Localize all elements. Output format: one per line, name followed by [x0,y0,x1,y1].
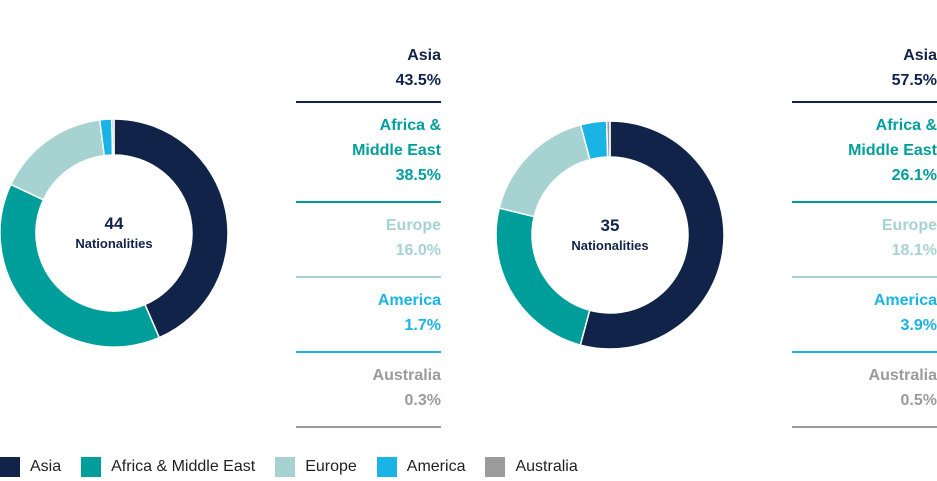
legend-swatch [81,457,102,477]
breakdown-label: Asia [903,47,937,64]
breakdown-label: America [377,292,441,309]
breakdown-value: 38.5% [395,167,441,184]
breakdown-label: Europe [881,217,937,234]
breakdown-value: 0.5% [900,392,937,409]
legend-item-asia: Asia [0,457,61,477]
breakdown-label: Africa & [875,117,937,134]
breakdown-value: 1.7% [404,317,441,334]
breakdown-value: 16.0% [395,242,441,259]
breakdown-australia: Australia 0.3% [296,353,441,428]
breakdown-label: America [873,292,937,309]
breakdown-africa-and-middle-east: Africa & Middle East 26.1% [792,103,937,203]
legend-swatch [275,457,296,477]
breakdown-list-1: Asia 43.5% Africa & Middle East 38.5% Europe 1… [296,43,441,428]
donut-chart-1: 44 Nationalities [0,119,228,347]
slice-europe [9,119,106,201]
breakdown-america: America 3.9% [792,278,937,353]
slice-australia [605,121,611,158]
slice-africa-and-middle-east [0,183,161,347]
breakdown-label: Africa & [379,117,441,134]
legend-label: Australia [515,458,578,475]
legend-label: Europe [305,458,357,475]
chart-legend: Asia Africa & Middle East Europe America Aus… [0,455,598,479]
breakdown-label: Europe [385,217,441,234]
breakdown-australia: Australia 0.5% [792,353,937,428]
legend-label: America [406,458,466,475]
breakdown-label: Asia [407,47,441,64]
breakdown-label: Australia [372,367,441,384]
legend-swatch [485,457,506,477]
center-value: 44 [105,214,124,233]
center-label: Nationalities [75,236,152,251]
breakdown-value: 57.5% [891,72,937,89]
legend-item-africa-and-middle-east: Africa & Middle East [81,457,255,477]
breakdown-europe: Europe 16.0% [296,203,441,278]
slice-europe [498,123,591,218]
legend-swatch [0,457,20,477]
breakdown-africa-and-middle-east: Africa & Middle East 38.5% [296,103,441,203]
legend-label: Asia [30,458,62,475]
donut-svg-2: 35 Nationalities [496,121,724,349]
breakdown-value: 26.1% [891,167,937,184]
slice-asia [113,119,228,339]
breakdown-label: Middle East [848,142,937,159]
breakdown-value: 18.1% [891,242,937,259]
breakdown-value: 0.3% [404,392,441,409]
legend-item-australia: Australia [485,457,578,477]
slice-africa-and-middle-east [496,207,591,346]
center-label: Nationalities [571,238,648,253]
breakdown-label: Australia [868,367,937,384]
donut-chart-2: 35 Nationalities [496,121,724,349]
breakdown-asia: Asia 43.5% [296,43,441,103]
slice-asia [579,121,724,349]
legend-item-europe: Europe [275,457,357,477]
breakdown-asia: Asia 57.5% [792,43,937,103]
breakdown-value: 43.5% [395,72,441,89]
center-value: 35 [601,216,620,235]
legend-item-america: America [376,457,466,477]
breakdown-america: America 1.7% [296,278,441,353]
breakdown-europe: Europe 18.1% [792,203,937,278]
breakdown-value: 3.9% [900,317,937,334]
legend-label: Africa & Middle East [111,458,256,475]
legend-swatch [376,457,397,477]
breakdown-list-2: Asia 57.5% Africa & Middle East 26.1% Europe 1… [792,43,937,428]
slice-australia [111,119,115,156]
breakdown-label: Middle East [352,142,441,159]
donut-svg-1: 44 Nationalities [0,119,228,347]
